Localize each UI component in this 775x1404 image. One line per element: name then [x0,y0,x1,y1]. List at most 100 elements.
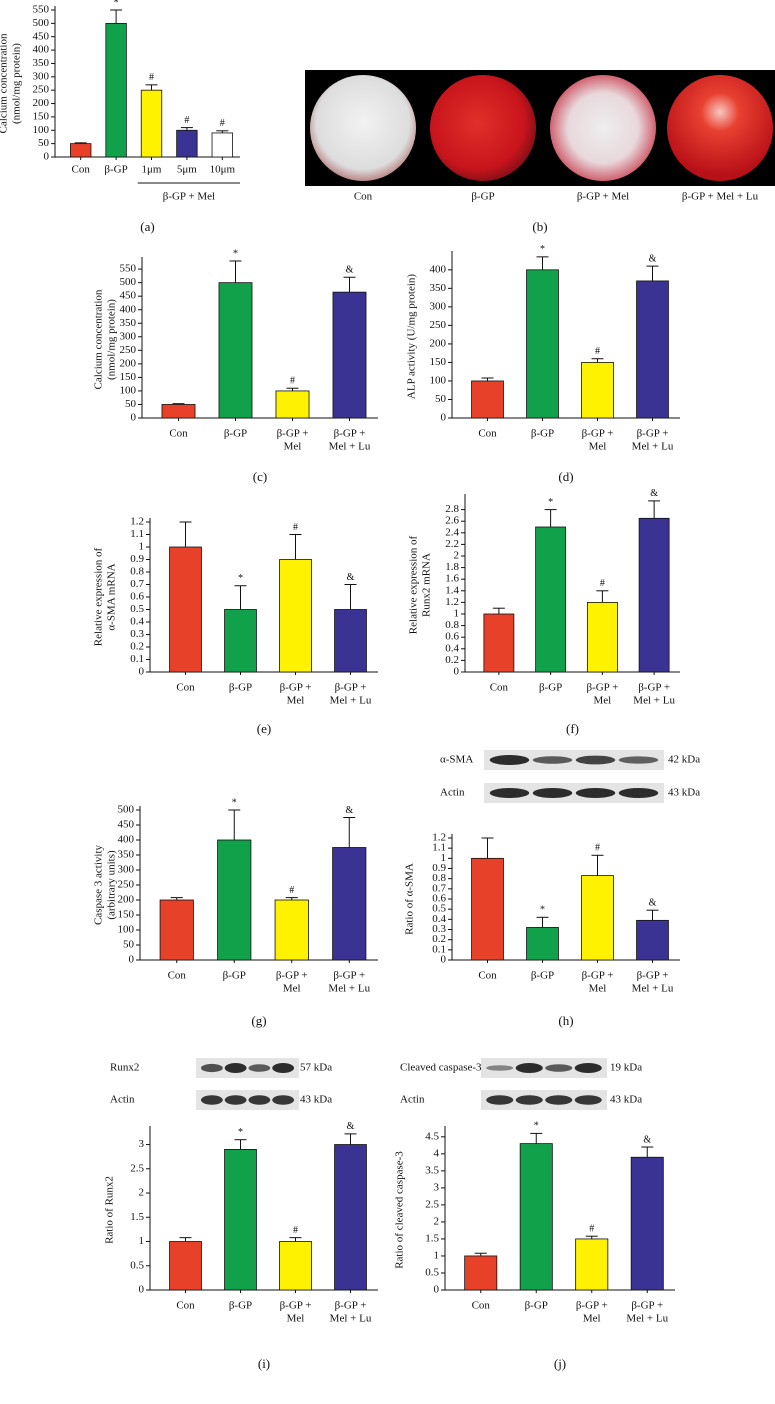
y-tick-label: 0.2 [130,641,144,653]
blot-band [515,1095,543,1105]
y-tick-label: 300 [430,300,447,312]
bar [586,602,618,673]
y-tick-label: 500 [118,804,135,816]
blot-band [200,1063,223,1073]
error-bar [74,142,87,144]
y-tick-label: 1.2 [445,596,459,608]
y-tick-label: 0.1 [130,653,144,665]
y-tick-label: 300 [33,70,50,82]
blot-band [574,1095,602,1105]
y-tick-label: 0.4 [445,642,459,654]
y-tick-label: 0 [139,666,145,678]
error-bar [216,130,229,133]
y-tick-label: 300 [118,864,135,876]
y-tick-label: 0.7 [130,578,144,590]
significance-marker: * [540,244,545,255]
x-tick-label: β-GP [531,428,554,440]
x-tick-label: β-GP + Mel + Lu [626,1299,668,1324]
bar [70,143,92,158]
y-tick-label: 250 [120,344,137,356]
y-tick-label: 0.2 [445,654,459,666]
error-bar [648,500,661,519]
y-tick-label: 100 [118,924,135,936]
bar [140,89,163,158]
x-tick-label: Con [472,1300,491,1312]
y-tick-label: 400 [120,303,137,315]
y-tick-label: 350 [430,282,447,294]
y-tick-label: 0.3 [130,628,144,640]
y-tick-label: 3 [139,1138,145,1150]
error-bar [591,854,604,876]
y-tick-label: 0.2 [432,933,446,945]
bar [161,404,196,419]
error-bar [646,909,659,921]
y-tick-label: 250 [33,84,50,96]
y-tick-label: 200 [118,894,135,906]
y-tick-label: 0.1 [432,943,446,955]
y-tick-label: 0.5 [130,1259,144,1271]
x-tick-label: β-GP [229,1300,252,1312]
error-bar [180,127,193,131]
y-tick-label: 350 [120,317,137,329]
y-tick-label: 0 [129,954,135,966]
error-bar [179,521,192,547]
well [550,75,656,181]
significance-marker: & [643,1134,651,1145]
blot-background [484,750,664,770]
bar [471,380,504,419]
blot-band [574,1063,602,1073]
y-axis-label: Ratio of Runx2 [104,1176,116,1244]
y-tick-label: 0 [441,412,447,424]
bar [483,613,515,673]
significance-marker: & [347,572,355,583]
significance-marker: & [345,805,353,816]
y-tick-label: 200 [430,337,447,349]
y-tick-label: 100 [430,374,447,386]
bar [519,1143,553,1291]
significance-marker: * [114,0,119,8]
x-tick-label: 10μm [210,164,236,176]
bar [464,1255,498,1291]
y-tick-label: 150 [33,110,50,122]
x-tick-label: β-GP + Mel [280,681,312,706]
y-tick-label: 450 [120,290,137,302]
x-tick-label: 5μm [177,164,197,176]
x-tick-label: β-GP [525,1300,548,1312]
blot-band [224,1095,247,1105]
x-tick-label: β-GP + Mel [276,969,308,994]
x-tick-label: Con [169,428,188,440]
bar [334,1144,367,1291]
blot-band [532,788,573,798]
y-tick-label: 1.6 [445,573,459,585]
bar [224,609,257,673]
y-tick-label: 1 [454,608,460,620]
y-tick-label: 1.5 [425,1232,439,1244]
y-tick-label: 400 [118,834,135,846]
x-tick-label: Con [478,428,497,440]
x-tick-label: β-GP + Mel [582,969,614,994]
error-bar [289,1237,302,1242]
bar [575,1238,609,1291]
significance-marker: * [233,248,238,259]
blot-size: 57 kDa [300,1062,332,1074]
bar [332,291,367,419]
blot-band [575,788,616,798]
blot-background [481,1090,607,1110]
blot-size: 43 kDa [300,1094,332,1106]
image-label: Con [354,191,373,203]
y-tick-label: 0 [454,666,460,678]
y-axis-label: Ratio of α-SMA [404,863,416,935]
error-bar [344,584,357,610]
significance-marker: * [534,1121,539,1132]
error-bar [536,256,549,270]
bar [636,280,669,419]
significance-marker: * [238,573,243,584]
bar [169,546,202,673]
x-tick-label: β-GP + Mel + Lu [632,969,674,994]
blot-size: 43 kDa [610,1094,642,1106]
bar [218,282,253,419]
bar [526,927,559,961]
panel-label: (f) [566,721,579,736]
y-tick-label: 100 [120,384,137,396]
image-label: β-GP [471,191,494,203]
